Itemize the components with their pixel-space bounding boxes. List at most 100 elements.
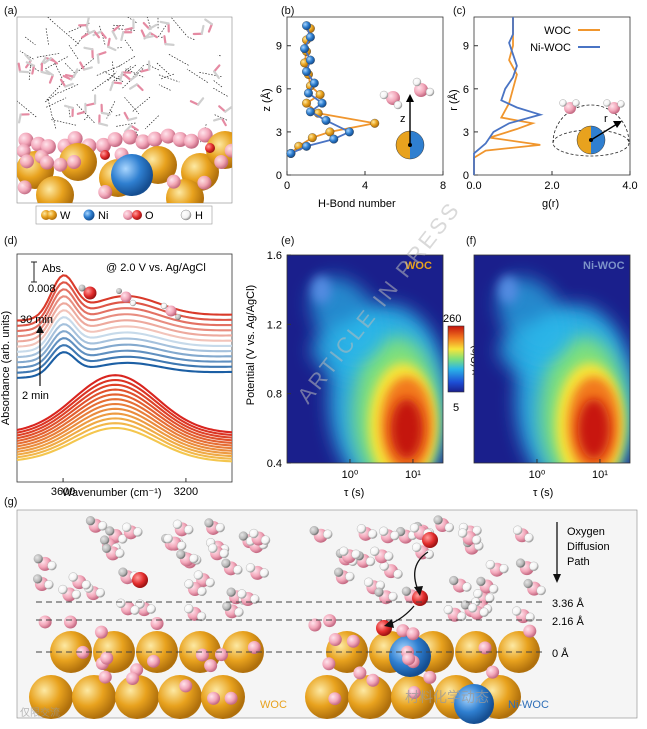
- water-hydrogen: [499, 564, 508, 573]
- water-hydrogen: [208, 544, 217, 553]
- panel-b-ytick-label: 9: [276, 41, 282, 53]
- level-label-2-16: 2.16 Å: [552, 615, 584, 628]
- oxygen-red-atom: [132, 572, 148, 588]
- oxygen-atom: [98, 185, 112, 199]
- panel-c-inset: r: [553, 100, 629, 157]
- panel-d-ylabel: Absorbance (arb. units): [0, 311, 12, 425]
- panel-b-point: [370, 119, 379, 128]
- water-hydrogen: [434, 516, 443, 525]
- panel-b-point: [306, 33, 315, 42]
- oxygen-atom: [214, 155, 228, 169]
- oxygen-atom: [322, 657, 335, 670]
- water-hydrogen: [310, 526, 319, 535]
- water-hydrogen: [529, 562, 538, 571]
- oxygen-atom: [53, 158, 67, 172]
- oxygen-atom: [225, 144, 239, 158]
- water-bond: [19, 64, 20, 72]
- water-bond: [84, 48, 92, 50]
- water-bond: [98, 55, 99, 63]
- panel-b-point: [308, 133, 317, 142]
- oxygen-atom: [39, 615, 52, 628]
- heatmap-ytick-label: 0.8: [267, 389, 282, 401]
- heatmap-ytick-label: 1.2: [267, 319, 282, 331]
- panel-g-left-tag: WOC: [260, 699, 287, 711]
- water-hydrogen: [177, 541, 186, 550]
- water-hydrogen: [489, 584, 498, 593]
- water-hydrogen: [216, 523, 225, 532]
- panel-b-point: [302, 67, 311, 76]
- panel-g-right-tag: Ni-WOC: [508, 699, 549, 711]
- abs-scale-value: 0.008: [28, 283, 56, 295]
- tungsten-atom: [305, 675, 349, 719]
- water-hydrogen: [234, 608, 243, 617]
- water-hydrogen: [164, 534, 173, 543]
- oxygen-atom: [167, 175, 181, 189]
- water-hydrogen: [458, 529, 467, 538]
- legend-woc-label: WOC: [544, 25, 571, 37]
- oxygen-atom: [204, 659, 217, 672]
- water-bond: [20, 72, 28, 73]
- heatmap-ytick-label: 0.4: [267, 458, 282, 470]
- panel-d-label: (d): [4, 235, 17, 247]
- water-hydrogen: [98, 521, 107, 530]
- water-hydrogen: [96, 588, 105, 597]
- water-hydrogen: [513, 526, 522, 535]
- panel-b-point: [306, 108, 315, 117]
- oxygen-red-atom: [100, 150, 110, 160]
- panel-b-ytick-label: 3: [276, 127, 282, 139]
- oxygen-atom: [423, 671, 436, 684]
- level-label-0: 0 Å: [552, 647, 569, 660]
- water-bond: [164, 36, 165, 44]
- panel-b-inset: z: [380, 78, 434, 159]
- oxygen-atom: [147, 655, 160, 668]
- heatmap-xtick-label: 10¹: [405, 469, 421, 481]
- panel-e-ylabel: Potential (V vs. Ag/AgCl): [245, 285, 257, 405]
- water-hydrogen: [370, 547, 379, 556]
- water-hydrogen: [462, 583, 471, 592]
- oxygen-atom: [207, 692, 220, 705]
- panel-b-xlabel: H-Bond number: [318, 198, 396, 210]
- water-hydrogen: [516, 559, 525, 568]
- panel-c-ytick-label: 3: [463, 127, 469, 139]
- water-hydrogen: [82, 580, 91, 589]
- oxygen-atom: [151, 617, 164, 630]
- watermark-cn: 材料化学动态: [405, 689, 489, 705]
- svg-text:r: r: [604, 113, 608, 125]
- panel-a-label: (a): [4, 5, 17, 17]
- water-hydrogen: [237, 590, 246, 599]
- water-hydrogen: [445, 523, 454, 532]
- panel-c-xtick-label: 4.0: [622, 180, 637, 192]
- oxygen-red-atom: [422, 532, 438, 548]
- water-hydrogen: [412, 543, 421, 552]
- panel-b-point: [300, 44, 309, 53]
- water-hydrogen: [357, 524, 366, 533]
- panel-c-xlabel: g(r): [542, 198, 559, 210]
- water-hydrogen: [249, 529, 258, 538]
- oxygen-atom: [523, 625, 536, 638]
- water-hydrogen: [339, 547, 348, 556]
- water-hydrogen: [524, 533, 533, 542]
- svg-text:z: z: [400, 113, 406, 125]
- oxygen-atom: [402, 652, 415, 665]
- panel-b-point: [287, 149, 296, 158]
- heatmap-ytick-label: 1.6: [267, 250, 282, 262]
- water-hydrogen: [184, 604, 193, 613]
- time-bottom-label: 2 min: [22, 390, 49, 402]
- watermark-cn-small: 仅限交流: [20, 706, 60, 719]
- water-bond: [166, 44, 174, 45]
- oxygen-atom: [147, 132, 162, 147]
- oxygen-atom: [95, 626, 108, 639]
- water-hydrogen: [147, 605, 156, 614]
- water-hydrogen: [184, 580, 193, 589]
- panel-f-label: (f): [466, 235, 476, 247]
- panel-d-xtick-label: 3200: [174, 486, 198, 498]
- water-hydrogen: [390, 531, 399, 540]
- panel-f-tag: Ni-WOC: [583, 260, 625, 272]
- spectrum-niwoc: [17, 345, 232, 372]
- heat-side-peak: [498, 276, 518, 304]
- water-hydrogen: [115, 549, 124, 558]
- water-hydrogen: [72, 590, 81, 599]
- panel-b-ytick-label: 0: [276, 170, 282, 182]
- heatmap-xtick-label: 10¹: [592, 469, 608, 481]
